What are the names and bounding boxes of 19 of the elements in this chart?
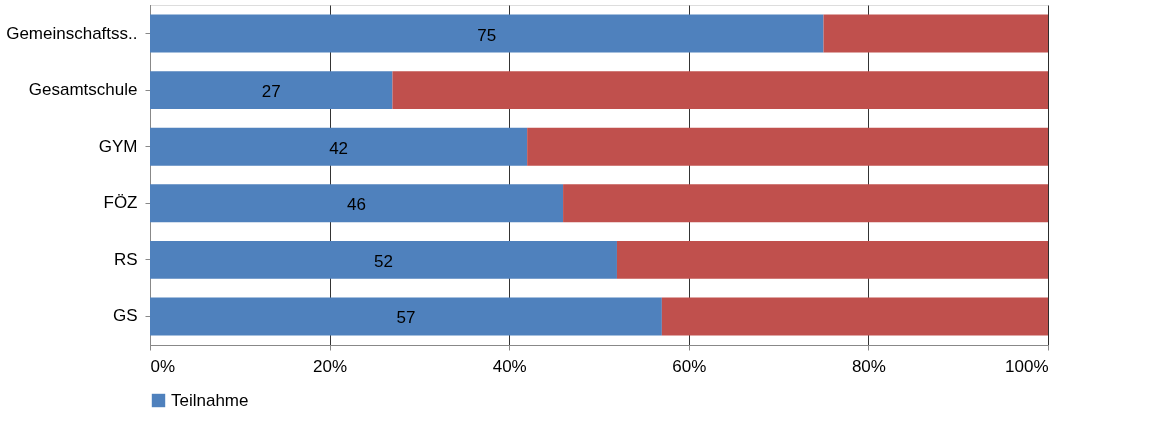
x-tick-label: 60% bbox=[672, 356, 707, 376]
legend-label: Teilnahme bbox=[171, 390, 249, 410]
data-label: 42 bbox=[329, 138, 349, 158]
y-tick-label: Gemeinschaftss.. bbox=[6, 23, 138, 43]
data-label: 27 bbox=[261, 82, 281, 102]
y-tick-label: FÖZ bbox=[103, 193, 138, 213]
x-tick-label: 20% bbox=[313, 356, 348, 376]
data-label: 75 bbox=[477, 25, 497, 45]
data-label: 52 bbox=[374, 251, 393, 271]
y-tick-label: Gesamtschule bbox=[28, 80, 138, 100]
x-tick-label: 80% bbox=[851, 356, 886, 376]
y-tick-label: GYM bbox=[98, 136, 138, 156]
x-tick-label: 0% bbox=[150, 356, 176, 376]
x-tick-label: 40% bbox=[492, 356, 527, 376]
y-tick-label: RS bbox=[113, 249, 138, 269]
y-tick-label: GS bbox=[112, 306, 138, 326]
x-tick-label: 100% bbox=[1005, 356, 1049, 376]
data-label: 57 bbox=[396, 308, 416, 328]
data-label: 46 bbox=[347, 195, 366, 215]
